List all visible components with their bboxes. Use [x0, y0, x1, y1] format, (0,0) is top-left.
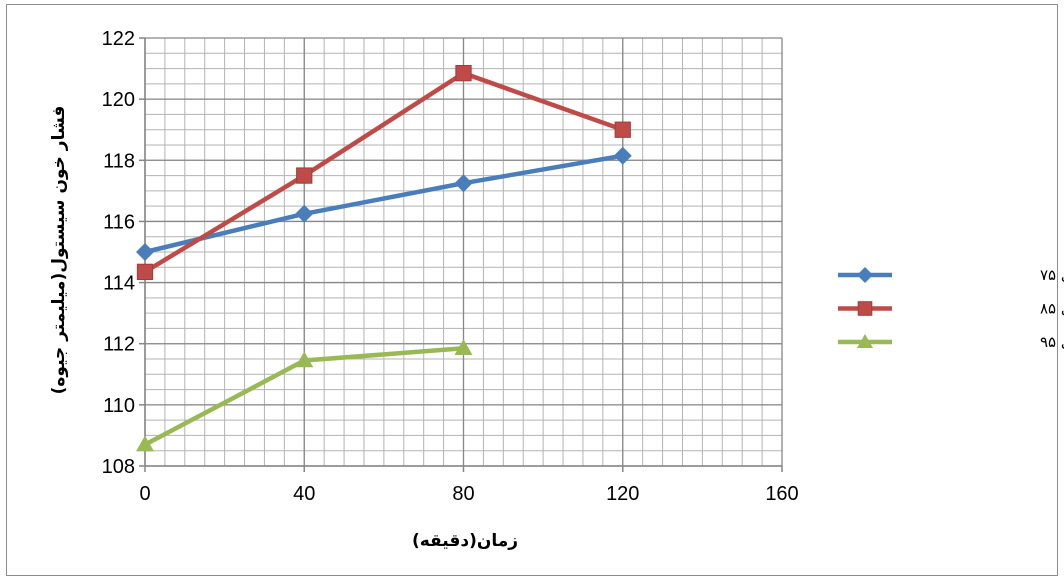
y-tick-label: 118: [103, 150, 135, 172]
data-point-series-1: [613, 146, 632, 165]
series-layer: [136, 65, 632, 452]
data-point-series-3: [295, 351, 314, 368]
legend: گرما و صدای ۷۵ گرما و صدای ۸۵ گرما و صدای …: [838, 266, 1064, 351]
tick-layer: 108 110 112 114 116 118 120 122 0 40 80 120 160: [102, 28, 799, 505]
data-point-series-1: [136, 243, 154, 261]
y-tick-label: 112: [103, 334, 135, 356]
data-point-series-3: [454, 339, 473, 356]
legend-entry-label: گرما و صدای ۷۵: [1040, 266, 1064, 284]
x-tick-label: 160: [765, 483, 798, 505]
legend-marker: [857, 301, 873, 316]
x-tick-label: 80: [452, 483, 474, 505]
x-tick-label: 0: [139, 483, 150, 505]
y-tick-label: 110: [103, 395, 135, 417]
grid-layer: [144, 37, 783, 467]
x-tick-label: 120: [606, 483, 639, 505]
y-tick-label: 116: [103, 211, 135, 233]
data-point-series-2: [296, 167, 313, 184]
y-tick-label: 120: [102, 89, 135, 111]
y-tick-label: 108: [102, 456, 135, 478]
y-tick-label: 122: [102, 28, 135, 50]
data-point-series-1: [454, 174, 473, 193]
legend-marker: [857, 267, 873, 283]
x-tick-label: 40: [293, 483, 315, 505]
y-tick-label: 114: [103, 273, 135, 295]
data-point-series-3: [136, 435, 154, 452]
data-point-series-2: [136, 263, 154, 281]
data-point-series-2: [614, 121, 631, 138]
series-line-1: [144, 153, 624, 255]
legend-marker: [857, 334, 873, 348]
legend-entry-label: گرما و صدای ۸۵: [1040, 300, 1064, 318]
x-axis-title: زمان(دقیقه): [412, 531, 518, 551]
y-axis-title: فشار خون سیستول(میلیمتر جیوه): [49, 106, 69, 395]
axis-layer: [139, 37, 783, 472]
data-point-series-2: [455, 65, 472, 82]
series-line-2: [143, 70, 624, 274]
legend-entry-label: گرما و صدای ۹۵: [1040, 333, 1064, 351]
data-point-series-1: [295, 204, 314, 223]
